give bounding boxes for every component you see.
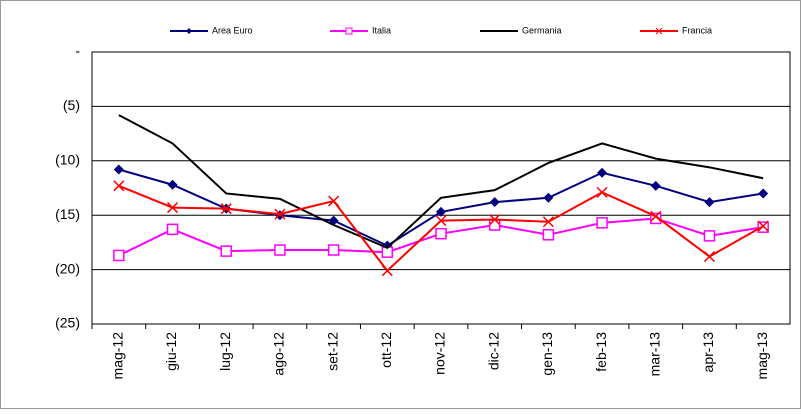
marker	[166, 223, 179, 236]
marker	[758, 188, 769, 199]
legend-marker	[655, 27, 663, 35]
marker	[488, 219, 501, 231]
x-tick-label: mar-13	[646, 332, 662, 377]
legend-label: Germania	[522, 25, 562, 35]
marker	[220, 245, 232, 257]
marker	[274, 244, 286, 256]
marker	[542, 216, 554, 228]
marker	[543, 192, 554, 203]
x-tick-label: mag-12	[110, 332, 126, 380]
marker	[113, 249, 125, 262]
marker	[650, 180, 661, 191]
x-tick-label: nov-12	[432, 332, 448, 375]
legend-marker	[345, 27, 353, 35]
x-tick-label: dic-12	[485, 332, 501, 370]
marker	[113, 180, 125, 192]
x-tick-label: set-12	[324, 332, 340, 371]
marker	[328, 195, 340, 207]
y-tick-label: (10)	[55, 152, 80, 168]
marker	[650, 210, 662, 222]
marker	[489, 197, 500, 208]
x-tick-label: lug-12	[217, 332, 233, 371]
legend-label: Francia	[682, 25, 712, 35]
y-tick-label: (20)	[55, 260, 80, 276]
marker	[757, 220, 769, 232]
marker	[381, 265, 393, 277]
marker	[489, 214, 501, 226]
y-tick-label: (25)	[55, 315, 80, 331]
marker	[703, 251, 715, 263]
marker	[597, 167, 608, 178]
marker	[650, 212, 662, 225]
marker	[327, 244, 340, 256]
marker	[220, 203, 232, 215]
marker	[435, 227, 447, 240]
marker	[596, 186, 608, 198]
marker	[435, 215, 447, 227]
x-tick-label: ago-12	[271, 332, 287, 376]
marker	[113, 164, 124, 175]
x-tick-label: mag-13	[754, 332, 770, 380]
x-tick-label: giu-12	[163, 332, 179, 371]
y-tick-label: (15)	[55, 206, 80, 222]
legend-label: Area Euro	[212, 25, 253, 35]
marker	[542, 229, 555, 241]
y-tick-label: -	[75, 43, 80, 59]
marker	[703, 230, 716, 242]
series-line	[118, 114, 764, 250]
x-tick-label: ott-12	[378, 332, 394, 368]
marker	[167, 179, 178, 190]
legend-label: Italia	[372, 25, 391, 35]
marker	[167, 202, 179, 214]
x-tick-label: apr-13	[700, 332, 716, 373]
x-tick-label: feb-13	[593, 332, 609, 372]
legend-marker	[186, 28, 192, 34]
marker	[436, 206, 446, 217]
marker	[274, 208, 286, 220]
marker	[596, 217, 608, 229]
y-tick-label: (5)	[63, 97, 80, 113]
x-tick-label: gen-13	[539, 332, 555, 376]
plot-frame	[91, 51, 791, 325]
marker	[704, 197, 715, 208]
